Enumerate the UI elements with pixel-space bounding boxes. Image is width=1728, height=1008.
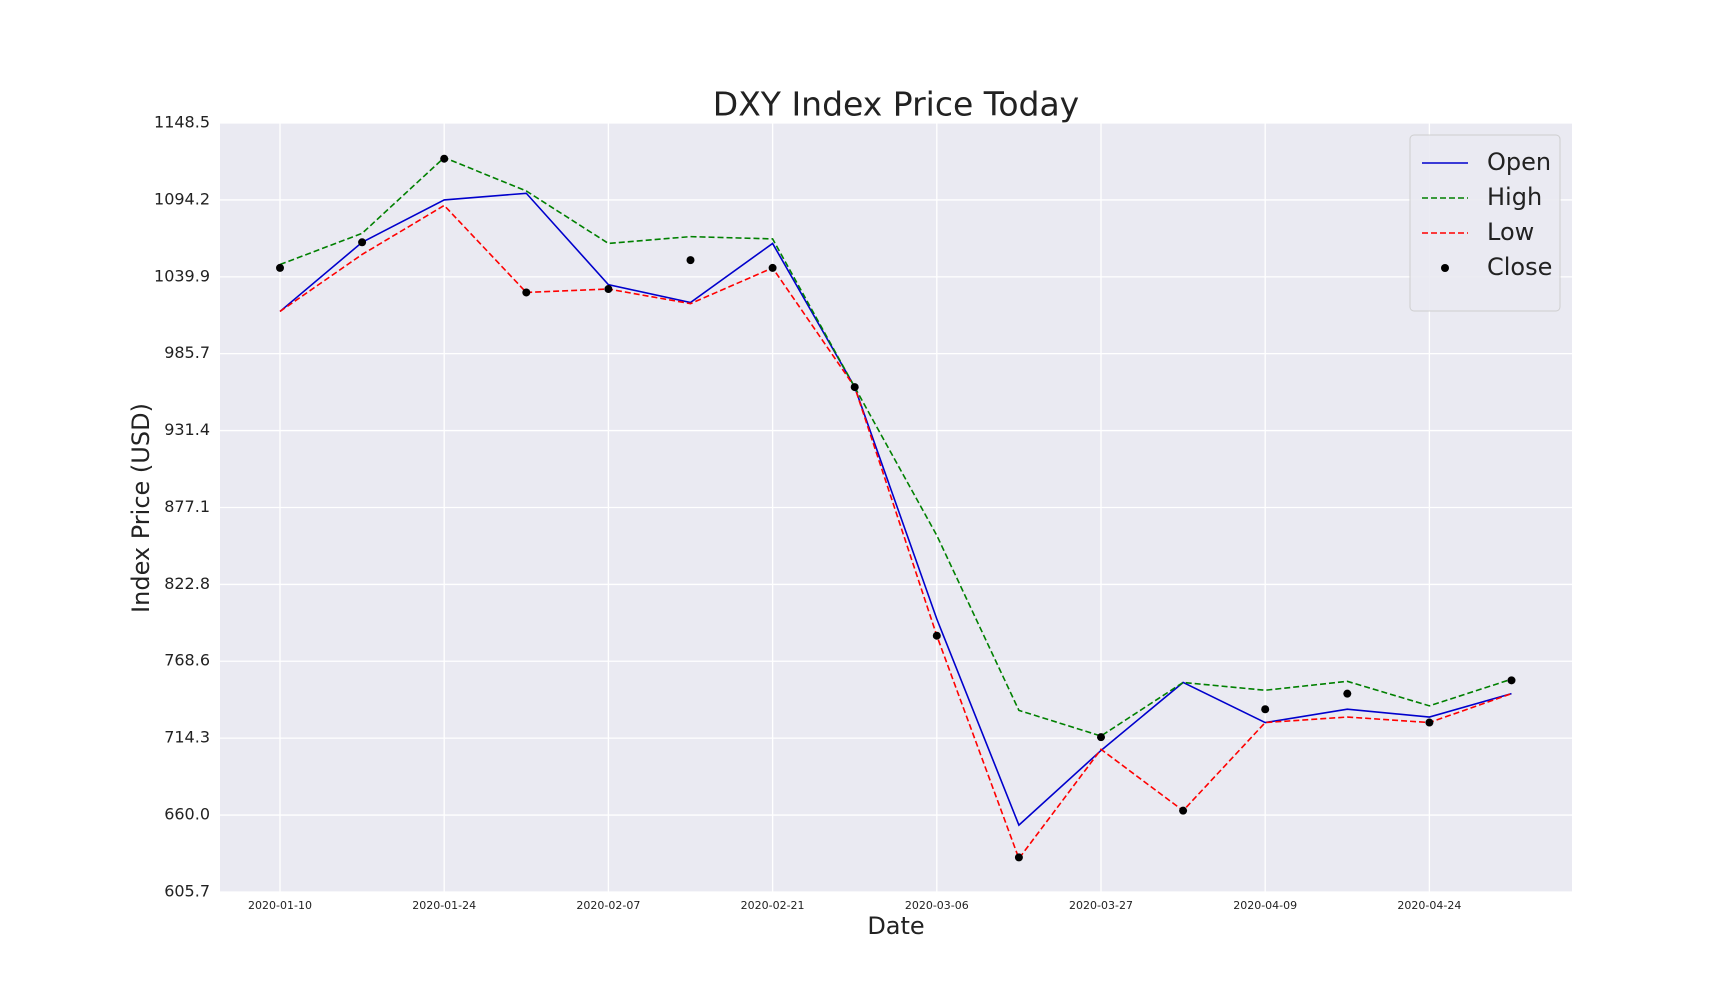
x-tick-label: 2020-03-06	[905, 899, 969, 912]
legend-label: High	[1487, 183, 1542, 211]
y-tick-label: 660.0	[164, 805, 210, 824]
x-tick-label: 2020-03-27	[1069, 899, 1133, 912]
close-point	[932, 631, 941, 640]
legend-label: Low	[1487, 218, 1534, 246]
close-point	[358, 238, 367, 247]
close-point	[1097, 733, 1105, 742]
x-tick-label: 2020-01-24	[412, 899, 476, 912]
x-tick-label: 2020-04-24	[1397, 899, 1461, 912]
close-point	[1014, 853, 1023, 862]
close-point	[1507, 676, 1516, 685]
x-axis-label: Date	[867, 912, 924, 940]
y-tick-label: 822.8	[164, 574, 210, 593]
y-tick-label: 985.7	[164, 343, 210, 362]
close-point	[1343, 689, 1352, 698]
close-point	[604, 285, 613, 294]
x-tick-label: 2020-02-21	[741, 899, 805, 912]
y-tick-label: 605.7	[164, 882, 210, 901]
close-point	[1425, 718, 1434, 727]
y-axis-label: Index Price (USD)	[127, 403, 155, 613]
chart-title: DXY Index Price Today	[713, 85, 1079, 124]
x-tick-label: 2020-02-07	[576, 899, 640, 912]
close-point	[522, 288, 531, 297]
close-point	[686, 256, 695, 265]
x-tick-label: 2020-04-09	[1233, 899, 1297, 912]
x-tick-label: 2020-01-10	[248, 899, 312, 912]
y-tick-label: 1148.5	[154, 113, 210, 132]
series-line	[279, 156, 1512, 737]
series-line	[279, 204, 1512, 861]
y-tick-label: 877.1	[164, 497, 210, 516]
close-point	[276, 263, 284, 272]
close-point	[850, 383, 859, 392]
legend-label: Close	[1487, 253, 1552, 281]
y-tick-label: 931.4	[164, 420, 210, 439]
close-point	[1261, 705, 1270, 714]
legend-label: Open	[1487, 148, 1551, 176]
series-line	[279, 192, 1512, 827]
y-tick-label: 1039.9	[154, 266, 210, 285]
close-point	[1179, 806, 1188, 815]
close-point	[768, 263, 777, 272]
close-point	[440, 154, 449, 163]
y-tick-label: 768.6	[164, 651, 210, 670]
y-tick-label: 1094.2	[154, 189, 210, 208]
legend-marker	[1441, 264, 1449, 272]
y-tick-label: 714.3	[164, 728, 210, 747]
